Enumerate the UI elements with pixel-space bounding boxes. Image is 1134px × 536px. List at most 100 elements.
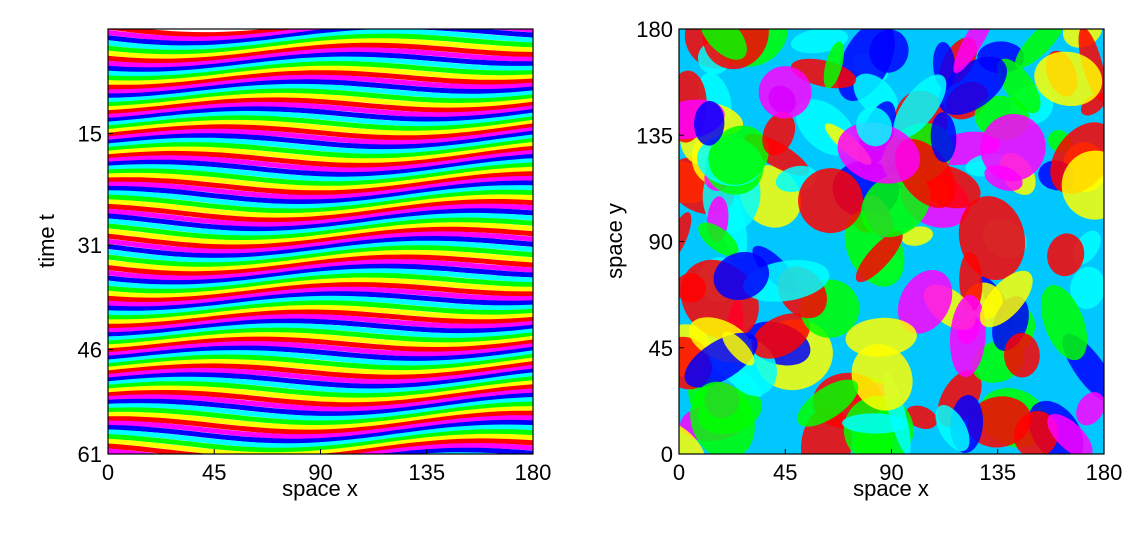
right-x-tick-label: 135 <box>979 460 1016 485</box>
phase-band <box>108 42 533 64</box>
left-panel: 0 45 90 135 180 15 31 46 61 space x time t <box>34 28 551 501</box>
phase-band <box>108 29 533 42</box>
phase-band <box>108 29 533 51</box>
phase-band <box>108 410 533 435</box>
phase-band <box>108 272 533 294</box>
phase-blob <box>845 317 917 357</box>
phase-blob <box>901 226 934 246</box>
right-y-ticks: 0 45 90 135 180 <box>636 17 684 467</box>
left-x-tick-label: 0 <box>102 460 114 485</box>
phase-blob <box>690 381 755 454</box>
phase-band <box>108 245 533 268</box>
phase-band <box>108 115 533 132</box>
phase-blob <box>897 270 953 334</box>
phase-band <box>108 327 533 346</box>
phase-band <box>108 127 533 145</box>
phase-band <box>108 263 533 286</box>
phase-blob <box>823 41 845 89</box>
phase-band <box>108 372 533 394</box>
phase-band <box>108 300 533 321</box>
phase-band <box>108 97 533 116</box>
phase-band <box>108 295 533 316</box>
phase-blob <box>722 331 755 366</box>
phase-band <box>108 65 533 86</box>
phase-blob <box>1076 392 1104 426</box>
right-x-tick-label: 45 <box>773 460 797 485</box>
phase-band <box>108 361 533 380</box>
phase-blob <box>997 58 1041 114</box>
phase-blob <box>979 270 1033 328</box>
left-heatmap <box>108 29 533 454</box>
phase-band <box>108 29 307 38</box>
phase-band <box>108 429 533 453</box>
phase-band <box>108 208 533 232</box>
phase-band <box>108 110 533 127</box>
phase-band <box>108 83 533 103</box>
phase-band <box>108 368 533 389</box>
phase-blob <box>930 112 957 163</box>
phase-blob <box>837 122 921 184</box>
phase-band <box>108 92 533 112</box>
phase-band <box>108 318 533 338</box>
phase-blob <box>1061 150 1104 220</box>
phase-band <box>108 424 533 449</box>
phase-band <box>108 268 533 290</box>
phase-blob <box>855 231 903 283</box>
phase-band <box>108 226 533 250</box>
phase-blob <box>1047 233 1085 277</box>
phase-band <box>108 259 533 281</box>
phase-blob <box>1040 285 1088 361</box>
left-y-axis-label: time t <box>34 214 59 268</box>
phase-blob <box>1034 51 1103 107</box>
phase-blob <box>949 294 986 378</box>
phase-blob <box>713 251 770 301</box>
phase-blob <box>693 101 725 146</box>
left-y-tick-label: 31 <box>78 233 102 258</box>
left-x-axis-label: space x <box>282 476 358 501</box>
left-y-tick-label: 61 <box>78 442 102 467</box>
phase-band <box>108 145 533 168</box>
phase-blob <box>905 405 938 429</box>
phase-blob <box>679 273 706 303</box>
right-x-axis-label: space x <box>853 476 929 501</box>
phase-band <box>108 171 533 196</box>
left-y-ticks: 15 31 46 61 <box>78 122 113 467</box>
phase-band <box>108 282 533 303</box>
phase-blob <box>698 222 739 257</box>
phase-band <box>108 380 533 403</box>
phase-band <box>108 189 533 214</box>
phase-blob <box>980 113 1046 182</box>
phase-blob <box>1047 413 1093 454</box>
phase-band <box>108 180 533 205</box>
phase-blob <box>762 111 796 156</box>
right-x-tick-label: 180 <box>1086 460 1123 485</box>
left-x-tick-label: 45 <box>202 460 226 485</box>
phase-band <box>108 203 533 228</box>
phase-band <box>108 106 533 123</box>
phase-blob <box>758 66 812 119</box>
phase-band <box>108 443 533 454</box>
phase-band <box>108 142 533 164</box>
phase-band <box>108 33 533 55</box>
phase-band <box>108 119 533 136</box>
phase-band <box>108 51 533 73</box>
phase-blob <box>1070 266 1104 310</box>
phase-blob <box>708 125 769 185</box>
phase-band <box>108 158 533 182</box>
left-x-ticks: 0 45 90 135 180 <box>102 449 551 485</box>
phase-band <box>108 350 533 366</box>
right-y-tick-label: 90 <box>649 230 673 255</box>
phase-band <box>108 101 533 120</box>
phase-blob <box>893 74 947 140</box>
phase-band <box>108 323 533 342</box>
right-y-tick-label: 0 <box>661 442 673 467</box>
phase-band <box>108 438 533 454</box>
phase-band <box>108 212 533 237</box>
phase-band <box>108 175 533 200</box>
phase-band <box>108 415 533 440</box>
phase-blob <box>842 413 907 434</box>
phase-band <box>108 341 533 358</box>
phase-band <box>108 123 533 141</box>
phase-band <box>108 388 533 412</box>
phase-band <box>108 433 533 454</box>
